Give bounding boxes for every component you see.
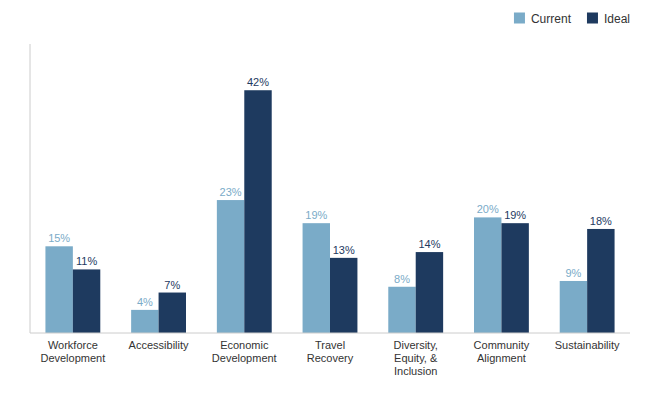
x-tick-label: CommunityAlignment [474,339,530,364]
bar [45,246,72,333]
y-axis-line [30,44,31,333]
bar [131,310,158,333]
x-tick-label: Accessibility [129,339,189,351]
data-label: 11% [76,255,97,267]
bar [73,269,100,333]
bar [560,281,587,333]
legend-swatch [587,13,598,24]
legend: Ideal Current [514,12,630,26]
bar [244,90,271,333]
bar [501,223,528,333]
bars [45,90,614,333]
x-tick-label: TravelRecovery [307,339,354,364]
bar [303,223,330,333]
bar [330,258,357,333]
x-tick-label: EconomicDevelopment [212,339,277,364]
chart-container: 15% 4% 23% 19% 8% 20% 9% 11% 7% 42% 13% 14% 19% 18% Wo… [0,0,650,405]
legend-swatch [514,13,525,24]
bar [587,229,614,333]
data-label: 15% [48,232,70,244]
data-label: 4% [137,296,153,308]
x-tick-label: WorkforceDevelopment [40,339,105,364]
x-axis-line [30,333,630,334]
chart-svg: 15% 4% 23% 19% 8% 20% 9% 11% 7% 42% 13% 14% 19% 18% Wo… [0,0,650,405]
data-label: 23% [220,186,242,198]
data-label: 9% [565,267,581,279]
data-label: 13% [333,244,355,256]
bar [416,252,443,333]
bar [388,287,415,333]
legend-label: Ideal [604,12,630,26]
x-tick-label: Sustainability [555,339,620,351]
data-label: 42% [247,76,269,88]
data-label: 19% [504,209,526,221]
data-label: 7% [164,279,180,291]
data-label: 20% [477,203,499,215]
data-label: 8% [394,273,410,285]
x-tick-label: Diversity,Equity, &Inclusion [394,339,438,377]
bar [474,217,501,333]
data-label: 18% [590,215,612,227]
bar [159,293,186,333]
legend-label: Current [531,12,572,26]
bar [217,200,244,333]
data-label: 14% [418,238,440,250]
data-label: 19% [305,209,327,221]
